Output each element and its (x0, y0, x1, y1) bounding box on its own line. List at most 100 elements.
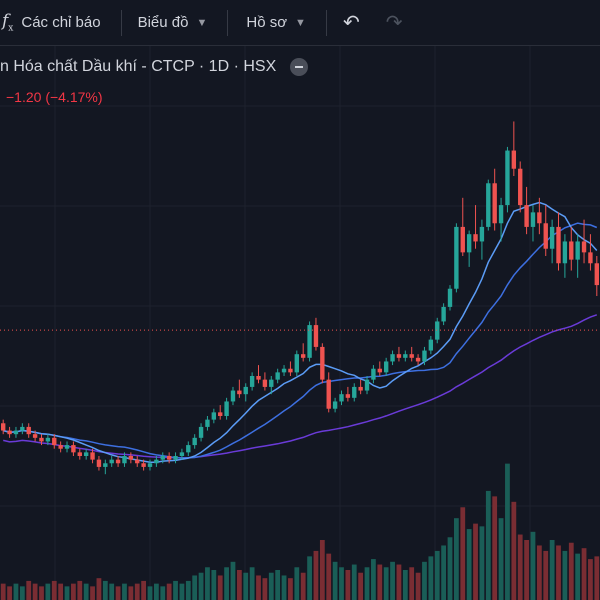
candle-body (301, 354, 306, 358)
candle-body (396, 354, 402, 358)
volume-bar (447, 537, 453, 600)
volume-bar (319, 540, 325, 600)
volume-bar (198, 572, 204, 600)
candle-body (492, 183, 497, 224)
profile-dropdown[interactable]: Hồ sơ ▼ (246, 0, 306, 46)
volume-bar (358, 572, 364, 600)
candle-body (339, 394, 344, 402)
volume-bar (243, 572, 249, 600)
volume-bar (83, 583, 89, 600)
candle-body (498, 205, 504, 224)
candle-body (77, 452, 82, 456)
volume-bar (288, 578, 293, 600)
volume-bar (134, 583, 140, 600)
candle-body (141, 463, 146, 467)
candle-body (281, 368, 287, 373)
candle-body (435, 321, 440, 340)
candle-body (90, 452, 95, 460)
candle-body (486, 183, 491, 227)
volume-bar (460, 507, 466, 600)
volume-bar (581, 548, 587, 600)
candle-body (588, 252, 593, 264)
volume-bar (256, 575, 261, 600)
symbol-title: n Hóa chất Dầu khí - CTCP · 1D · HSX (0, 58, 277, 75)
volume-bar (71, 583, 76, 600)
candle-body (371, 368, 376, 380)
candle-body (218, 412, 223, 416)
undo-icon[interactable]: ↶ (342, 12, 360, 34)
volume-bar (0, 583, 6, 600)
candle-body (415, 357, 421, 362)
volume-bar (275, 570, 281, 600)
candle-body (575, 241, 580, 260)
candle-body (198, 426, 204, 438)
volume-bar (364, 567, 370, 600)
volume-bar (26, 580, 32, 600)
candle-body (288, 368, 293, 373)
volume-bar (473, 523, 478, 600)
chevron-down-icon: ▼ (295, 16, 306, 29)
price-chart[interactable] (0, 46, 600, 600)
candle-body (128, 456, 134, 460)
candle-body (269, 379, 274, 387)
candle-body (447, 288, 453, 307)
volume-bar (205, 567, 210, 600)
candle-body (377, 368, 382, 373)
candle-body (275, 372, 280, 380)
volume-bar (313, 550, 319, 600)
volume-bar (517, 534, 523, 600)
volume-bar (102, 580, 108, 600)
candle-body (1, 423, 6, 431)
volume-bar (185, 580, 191, 600)
candle-body (224, 401, 229, 416)
volume-bar (524, 540, 529, 600)
candle-body (147, 463, 153, 467)
candle-body (409, 354, 414, 358)
moving-average-fast (2, 201, 598, 463)
candle-body (109, 459, 114, 464)
volume-bar (51, 580, 57, 600)
volume-bar (249, 567, 255, 600)
candle-body (249, 376, 255, 387)
candle-body (454, 226, 459, 289)
volume-bar (498, 518, 504, 600)
chart-type-dropdown[interactable]: Biểu đồ ▼ (138, 0, 208, 46)
candle-body (320, 346, 325, 380)
candle-body (460, 226, 465, 253)
candle-body (332, 401, 338, 409)
candle-body (45, 437, 51, 442)
volume-bar (294, 567, 300, 600)
volume-bar (594, 556, 600, 600)
volume-bar (147, 586, 153, 600)
candle-body (537, 212, 542, 224)
volume-bar (326, 553, 332, 600)
candle-body (154, 459, 159, 464)
volume-bar (58, 583, 64, 600)
volume-bar (332, 561, 338, 600)
candle-body (64, 445, 70, 449)
minus-circle-icon[interactable] (290, 58, 309, 76)
candle-body (479, 226, 485, 242)
chevron-down-icon: ▼ (196, 16, 208, 29)
candle-body (256, 376, 261, 380)
volume-bar (160, 586, 166, 600)
candle-body (294, 354, 299, 373)
volume-bar (511, 501, 517, 600)
volume-bar (402, 570, 408, 600)
volume-bar (492, 496, 498, 600)
volume-bar (173, 580, 178, 600)
volume-bar (371, 559, 376, 600)
candle-body (364, 379, 370, 391)
volume-bar (141, 580, 147, 600)
candle-body (32, 434, 38, 438)
candle-body (569, 241, 574, 260)
redo-icon[interactable]: ↷ (385, 12, 403, 34)
candle-body (7, 430, 12, 435)
volume-bar (409, 567, 415, 600)
volume-bar (122, 583, 127, 600)
candle-body (326, 379, 331, 409)
candle-body (103, 463, 108, 467)
volume-bar (262, 578, 268, 600)
profile-label: Hồ sơ (246, 14, 288, 31)
indicators-button[interactable]: fx Các chỉ báo (0, 0, 101, 46)
